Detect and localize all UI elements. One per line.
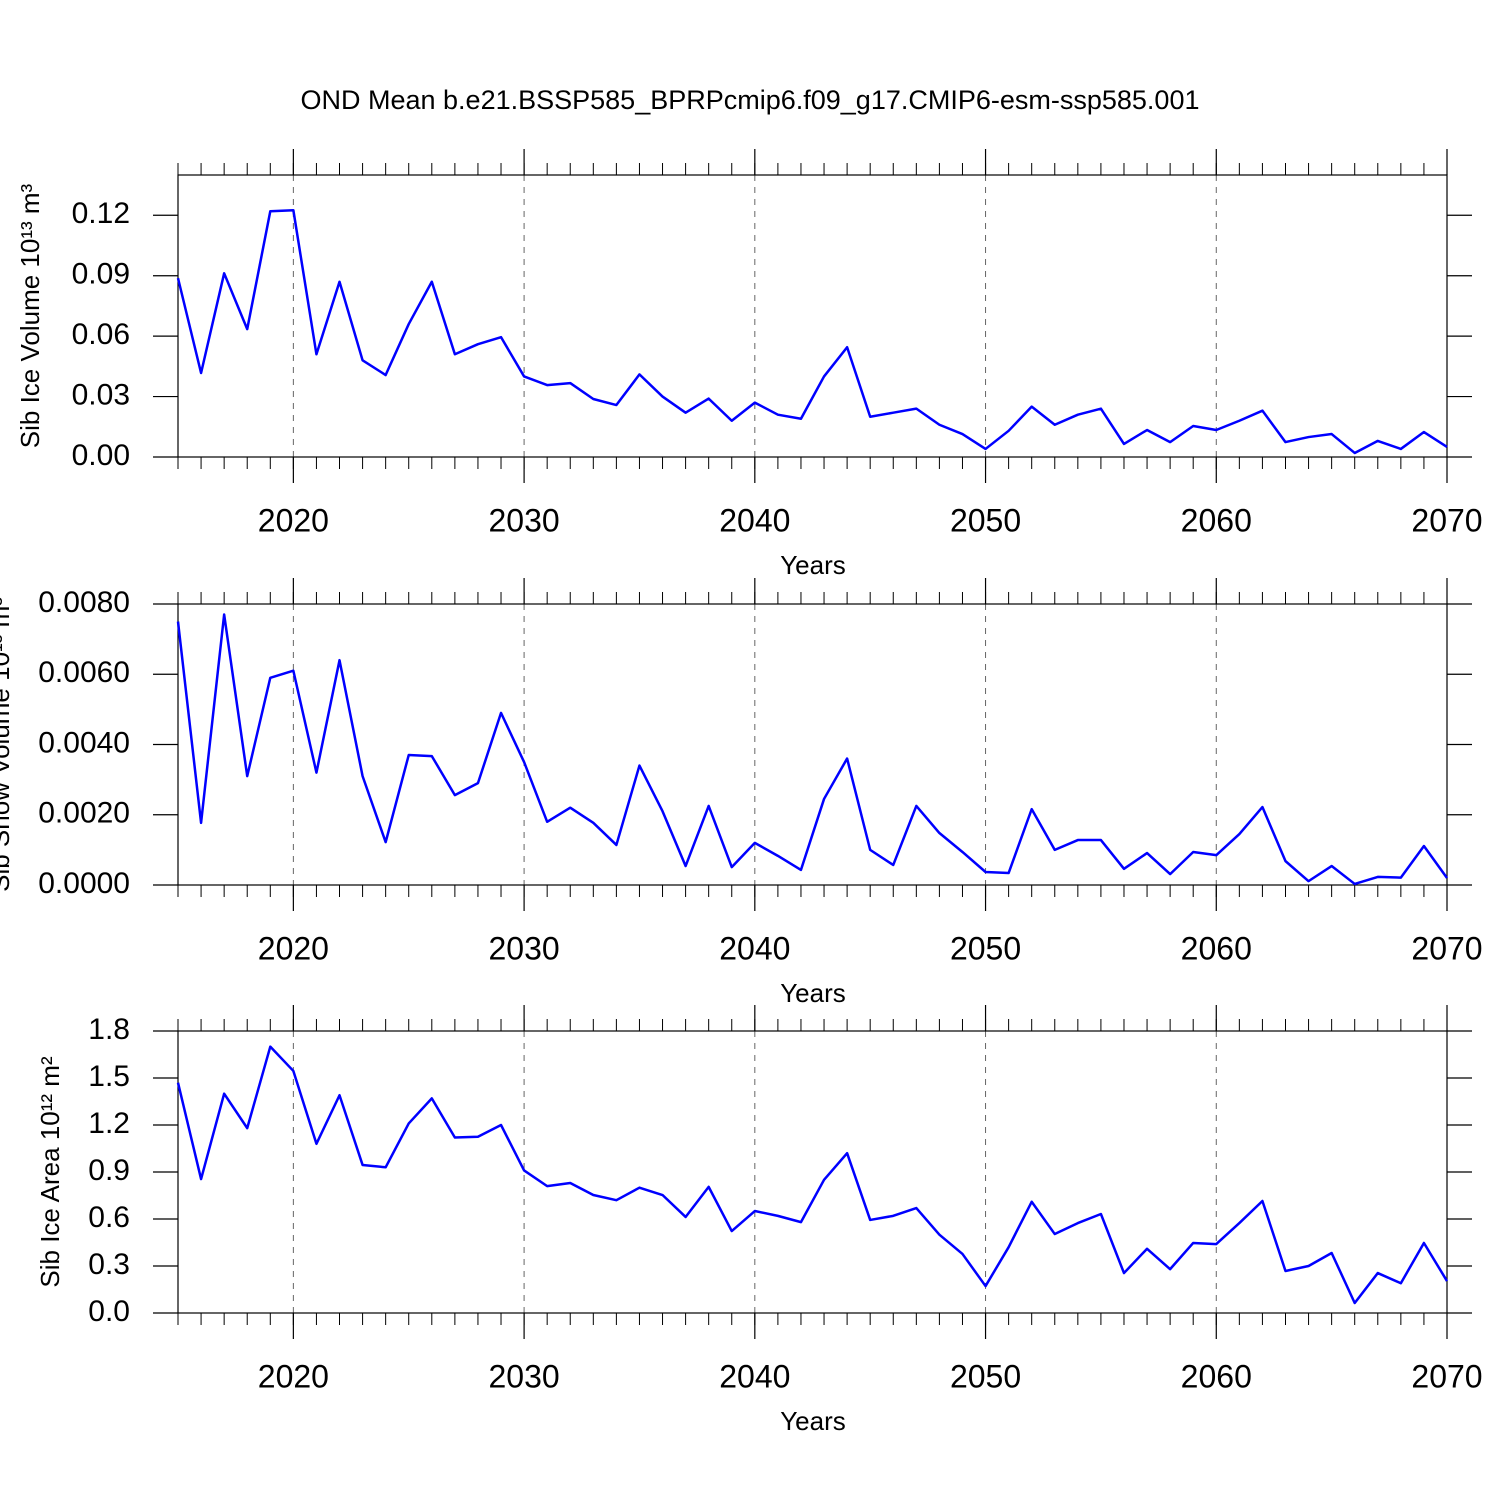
y-tick-label: 1.8 xyxy=(88,1013,130,1046)
data-line xyxy=(176,209,1448,455)
y-tick-label: 0.0020 xyxy=(38,797,130,830)
x-tick-label: 2060 xyxy=(1181,502,1252,538)
x-axis-label: Years xyxy=(780,978,846,1008)
y-tick-label: 0.6 xyxy=(88,1201,130,1234)
y-tick-label: 0.0040 xyxy=(38,726,130,759)
x-tick-label: 2020 xyxy=(258,502,329,538)
x-tick-label: 2060 xyxy=(1181,1358,1252,1394)
y-tick-label: 1.2 xyxy=(88,1107,130,1140)
y-axis-label: Sib Ice Area 10¹² m² xyxy=(35,1056,65,1288)
y-axis-label: Sib Ice Volume 10¹³ m³ xyxy=(15,183,45,448)
y-tick-label: 0.0000 xyxy=(38,867,130,900)
plot-frame xyxy=(177,174,1448,458)
x-tick-label: 2030 xyxy=(488,502,559,538)
x-tick-label: 2050 xyxy=(950,930,1021,966)
x-tick-label: 2060 xyxy=(1181,930,1252,966)
y-tick-label: 0.09 xyxy=(72,258,130,291)
x-tick-label: 2040 xyxy=(719,930,790,966)
chart-title: OND Mean b.e21.BSSP585_BPRPcmip6.f09_g17… xyxy=(301,85,1200,115)
x-tick-label: 2020 xyxy=(258,930,329,966)
y-tick-label: 0.9 xyxy=(88,1154,130,1187)
y-tick-label: 0.12 xyxy=(72,197,130,230)
y-tick-label: 1.5 xyxy=(88,1060,130,1093)
x-tick-label: 2070 xyxy=(1411,502,1482,538)
x-tick-label: 2030 xyxy=(488,930,559,966)
y-tick-label: 0.0 xyxy=(88,1295,130,1328)
x-tick-label: 2040 xyxy=(719,1358,790,1394)
x-axis-label: Years xyxy=(780,550,846,580)
y-tick-label: 0.00 xyxy=(72,439,130,472)
x-axis-label: Years xyxy=(780,1406,846,1436)
x-tick-label: 2070 xyxy=(1411,930,1482,966)
y-tick-label: 0.03 xyxy=(72,378,130,411)
data-line xyxy=(176,1045,1449,1305)
plot-frame xyxy=(177,1030,1448,1314)
y-tick-label: 0.3 xyxy=(88,1248,130,1281)
x-tick-label: 2020 xyxy=(258,1358,329,1394)
y-tick-label: 0.06 xyxy=(72,318,130,351)
y-axis-label: Sib Snow Volume 10¹³ m³ xyxy=(0,597,15,892)
plot-frame xyxy=(177,603,1448,886)
x-tick-label: 2070 xyxy=(1411,1358,1482,1394)
y-tick-label: 0.0060 xyxy=(38,656,130,689)
x-tick-label: 2050 xyxy=(950,502,1021,538)
data-line xyxy=(176,613,1449,886)
x-tick-label: 2040 xyxy=(719,502,790,538)
x-tick-label: 2050 xyxy=(950,1358,1021,1394)
y-tick-label: 0.0080 xyxy=(38,586,130,619)
x-tick-label: 2030 xyxy=(488,1358,559,1394)
